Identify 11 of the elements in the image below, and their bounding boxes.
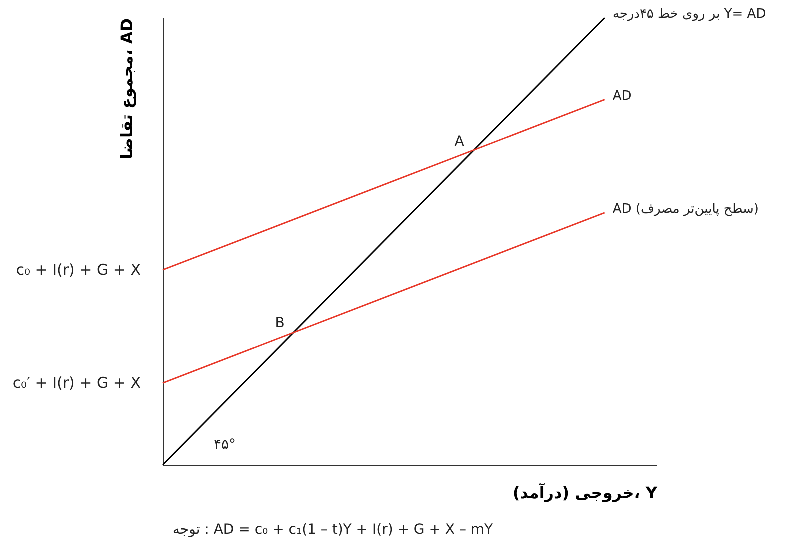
text: توجه : AD = c₀ + c₁(1 – t)Y + I(r) + G + X – mY: [172, 522, 494, 538]
annotation: c₀ + I(r) + G + X: [16, 261, 141, 280]
y-axis-title: مجموع تقاضا، AD: [118, 18, 136, 160]
series-label: بر روی خط ۴۵درجه Y= AD: [612, 7, 766, 22]
annotation: B: [275, 316, 285, 332]
annotation: ۴۵°: [214, 437, 236, 453]
annotation: c₀′ + I(r) + G + X: [12, 374, 141, 392]
series-label: AD: [612, 88, 632, 104]
series-label: AD (سطح پایین‌تر مصرف): [612, 202, 759, 217]
x-axis-title: خروجی (درآمد)، Y: [512, 482, 658, 502]
annotation: A: [454, 134, 465, 150]
